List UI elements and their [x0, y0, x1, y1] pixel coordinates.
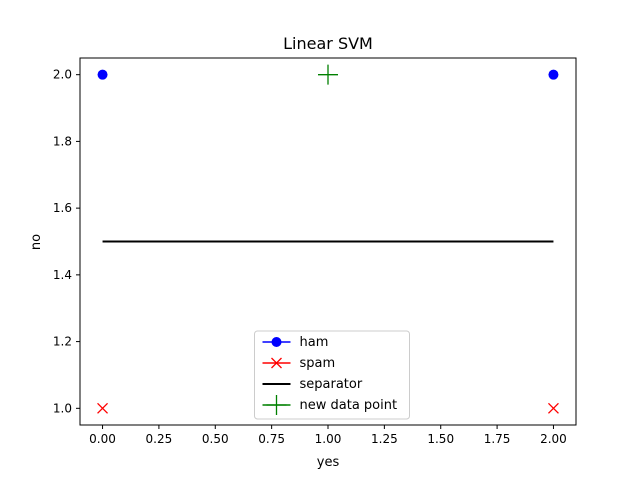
plot-area: 0.00 0.25 0.50 0.75 1.00 1.25 1.50 1.75 2.00 1.0 1… — [53, 57, 577, 446]
y-tick-label: 1.2 — [53, 335, 72, 349]
legend-marker — [271, 357, 282, 369]
x-axis-label: yes — [317, 455, 340, 470]
legend-marker — [271, 337, 282, 347]
data-point-ham — [548, 69, 559, 80]
legend: ham spam separator new data point — [254, 330, 410, 420]
legend-label: ham — [300, 335, 329, 350]
x-tick-label: 0.25 — [146, 432, 173, 446]
legend-label: spam — [300, 356, 336, 371]
data-point-ham — [97, 69, 108, 80]
y-tick-label: 2.0 — [53, 68, 72, 82]
x-tick-label: 0.50 — [202, 432, 229, 446]
y-axis-label: no — [29, 234, 44, 250]
x-tick-label: 1.50 — [427, 432, 454, 446]
y-tick-label: 1.8 — [53, 134, 72, 148]
data-point-spam — [547, 402, 559, 414]
y-tick-label: 1.0 — [53, 401, 72, 415]
x-tick-label: 0.00 — [89, 432, 116, 446]
x-tick-label: 1.75 — [484, 432, 511, 446]
x-tick-label: 1.25 — [371, 432, 398, 446]
chart-title: Linear SVM — [283, 34, 373, 53]
legend-marker — [266, 395, 287, 415]
x-tick-label: 0.75 — [258, 432, 285, 446]
x-tick-label: 2.00 — [540, 432, 567, 446]
y-tick-label: 1.6 — [53, 201, 72, 215]
legend-label: new data point — [300, 398, 398, 413]
x-tick-label: 1.00 — [315, 432, 342, 446]
legend-box — [254, 330, 410, 420]
y-tick-label: 1.4 — [53, 268, 72, 282]
data-point-new-data-point — [318, 64, 338, 85]
legend-label: separator — [300, 377, 363, 392]
data-point-spam — [97, 402, 109, 414]
